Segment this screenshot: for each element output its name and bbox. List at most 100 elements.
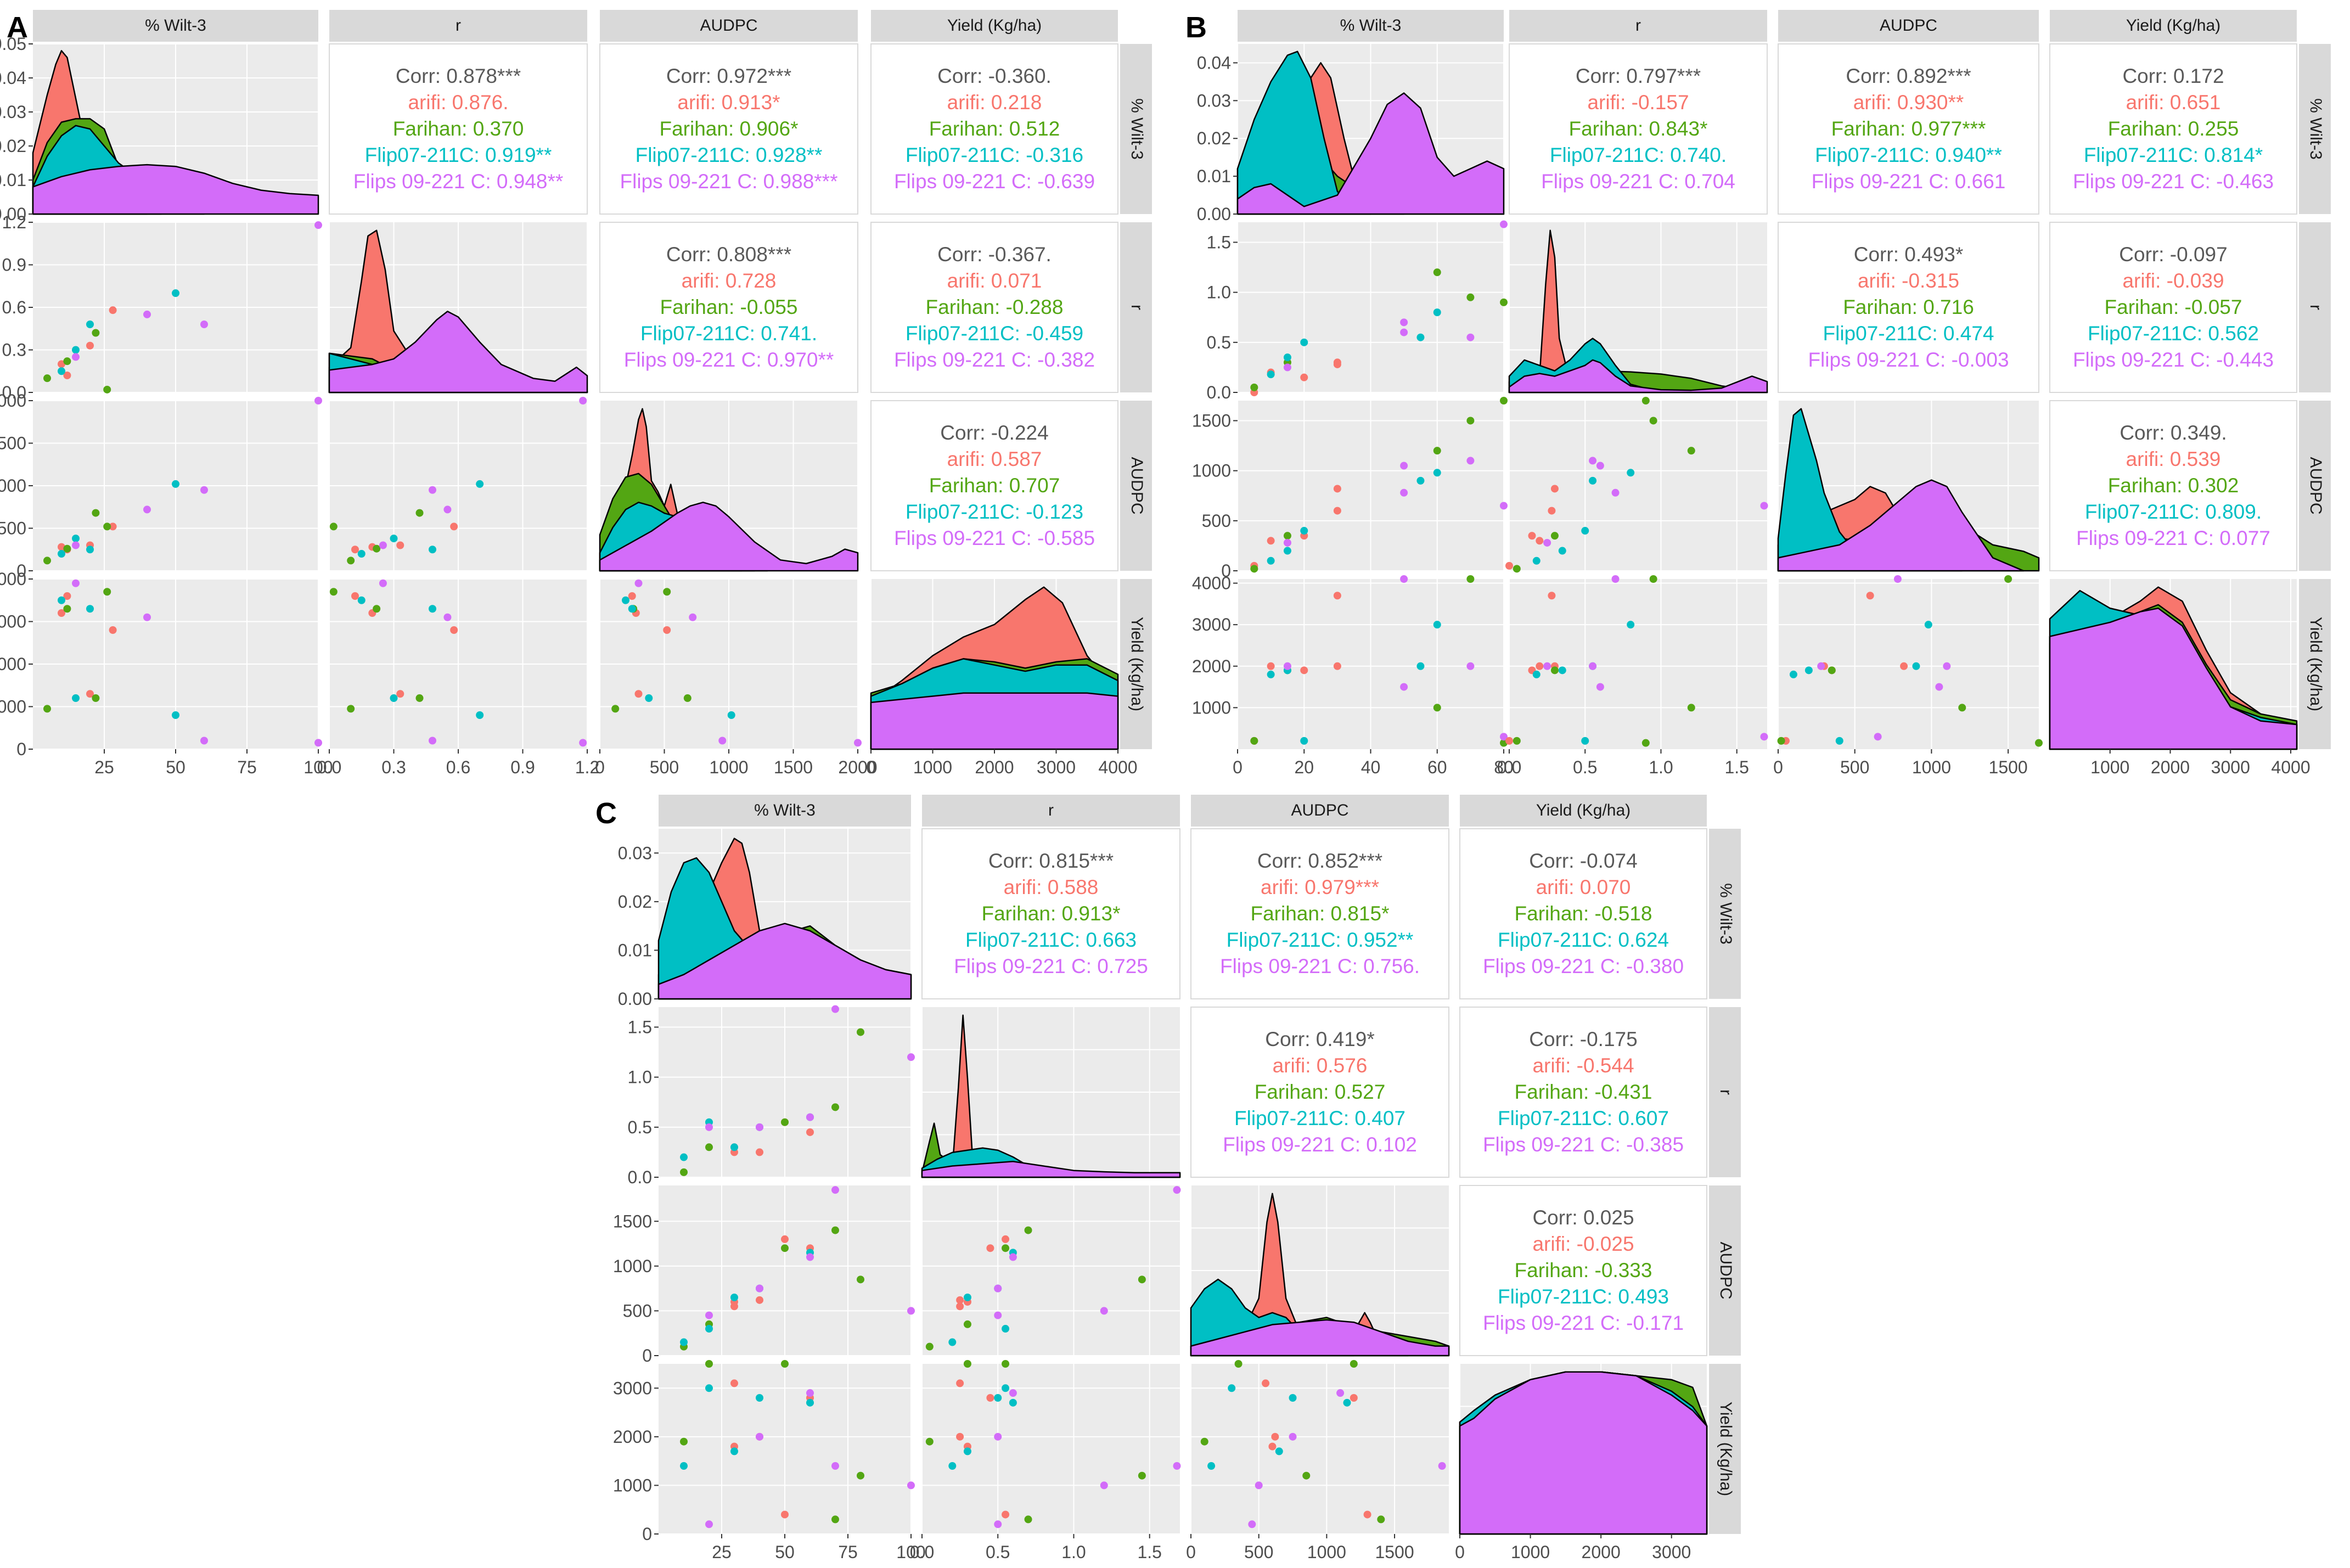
point-Flip07211C [705, 1384, 713, 1392]
strip-right-audpc [1120, 401, 1152, 571]
point-Farihan [781, 1118, 789, 1126]
tick-label-y: 1.5 [1207, 232, 1231, 252]
point-Farihan [857, 1275, 864, 1284]
tick-label-y: 2000 [0, 654, 26, 674]
corr-overall: Corr: 0.892*** [1846, 65, 1971, 87]
point-Flips09221C [1400, 575, 1408, 583]
corr-panel [2049, 400, 2297, 571]
point-Flip07211C [1343, 1398, 1351, 1407]
point-Flips09221C [1173, 1462, 1181, 1470]
point-Flip07211C [963, 1293, 971, 1301]
corr-group-Farihan: Farihan: 0.302 [2108, 474, 2239, 497]
point-Farihan [1550, 532, 1559, 540]
point-Flips09221C [143, 310, 151, 318]
point-arifi [628, 592, 636, 600]
point-Flips09221C [1596, 462, 1604, 470]
point-Flip07211C [948, 1338, 957, 1346]
point-Flip07211C [1581, 737, 1589, 745]
point-Flip07211C [58, 550, 65, 558]
point-Flip07211C [390, 694, 398, 702]
point-Farihan [1002, 1244, 1010, 1252]
strip-top-label-r: r [1048, 801, 1054, 819]
point-Flips09221C [1400, 683, 1408, 691]
point-Flips09221C [1543, 662, 1551, 670]
point-Flips09221C [1466, 457, 1475, 465]
tick-label-x: 50 [166, 757, 185, 777]
corr-group-Flip07211C: Flip07-211C: 0.607 [1498, 1107, 1669, 1129]
point-Farihan [857, 1028, 864, 1036]
point-arifi [1350, 1394, 1358, 1402]
point-Flips09221C [994, 1432, 1002, 1441]
corr-group-Farihan: Farihan: 0.370 [393, 117, 524, 140]
point-Flip07211C [1912, 662, 1920, 670]
corr-group-Flip07211C: Flip07-211C: -0.123 [906, 501, 1083, 523]
tick-label-y: 0.01 [618, 940, 652, 960]
corr-group-Flips09221C: Flips 09-221 C: -0.443 [2073, 349, 2274, 371]
point-arifi [1866, 592, 1874, 600]
point-Farihan [1250, 565, 1258, 573]
tick-label-y: 0.05 [0, 34, 26, 54]
point-Flip07211C [1924, 621, 1932, 629]
point-Flip07211C [730, 1143, 738, 1151]
point-Flip07211C [72, 346, 80, 354]
corr-group-Flips09221C: Flips 09-221 C: 0.725 [954, 955, 1148, 977]
corr-group-Flips09221C: Flips 09-221 C: 0.756. [1220, 955, 1420, 977]
corr-group-Flips09221C: Flips 09-221 C: -0.003 [1808, 349, 2009, 371]
point-Flip07211C [1433, 469, 1441, 477]
tick-label-y: 0.00 [0, 204, 26, 224]
point-Flips09221C [443, 613, 452, 621]
tick-label-x: 75 [237, 757, 257, 777]
point-Farihan [831, 1103, 839, 1111]
point-arifi [1363, 1510, 1371, 1519]
corr-overall: Corr: 0.172 [2122, 65, 2224, 87]
point-Flips09221C [143, 505, 151, 514]
point-Flip07211C [172, 711, 179, 719]
point-Flips09221C [1100, 1307, 1108, 1315]
point-Flips09221C [994, 1311, 1002, 1319]
corr-group-Farihan: Farihan: 0.512 [929, 117, 1060, 140]
point-Flips09221C [72, 541, 80, 549]
point-Flips09221C [429, 486, 436, 494]
point-arifi [1271, 1432, 1279, 1441]
point-arifi [756, 1296, 763, 1304]
corr-group-Farihan: Farihan: -0.431 [1515, 1081, 1652, 1103]
point-Flip07211C [1283, 353, 1291, 362]
tick-label-x: 80 [1494, 757, 1514, 777]
point-Flip07211C [1267, 370, 1275, 379]
point-arifi [1333, 507, 1341, 515]
tick-label-x: 1.5 [1137, 1542, 1161, 1562]
point-Flips09221C [314, 221, 322, 229]
tick-label-x: 1000 [709, 757, 748, 777]
corr-group-Farihan: Farihan: 0.716 [1843, 296, 1974, 318]
point-Flip07211C [1267, 557, 1275, 565]
point-Flips09221C [705, 1520, 713, 1528]
point-Flips09221C [579, 397, 587, 404]
tick-label-x: 1000 [1307, 1542, 1346, 1562]
point-arifi [109, 306, 117, 314]
strip-top-label-wilt: % Wilt-3 [754, 801, 816, 819]
point-Flips09221C [756, 1123, 763, 1131]
point-arifi [1262, 1379, 1270, 1387]
point-Farihan [1777, 737, 1785, 745]
corr-panel [1509, 43, 1768, 215]
strip-top-wilt [33, 10, 318, 42]
point-arifi [1300, 666, 1308, 675]
corr-panel [2049, 222, 2297, 393]
point-Farihan [92, 694, 100, 702]
point-Flips09221C [429, 737, 436, 745]
tick-label-y: 500 [1202, 511, 1231, 531]
point-Flips09221C [1760, 733, 1768, 741]
strip-top-label-yield: Yield (Kg/ha) [1536, 801, 1631, 819]
strip-right-label-yield: Yield (Kg/ha) [1128, 617, 1146, 711]
point-arifi [1002, 1235, 1010, 1243]
corr-group-Flips09221C: Flips 09-221 C: 0.077 [2076, 527, 2270, 549]
point-Flip07211C [58, 596, 65, 604]
strip-top-label-yield: Yield (Kg/ha) [947, 16, 1042, 35]
point-Farihan [680, 1168, 688, 1176]
corr-group-Flips09221C: Flips 09-221 C: -0.385 [1483, 1133, 1684, 1156]
point-Flip07211C [1558, 547, 1566, 555]
point-Farihan [1283, 532, 1291, 540]
tick-label-y: 1000 [1192, 461, 1231, 481]
corr-group-Flip07211C: Flip07-211C: 0.740. [1550, 144, 1727, 166]
tick-label-x: 0.6 [446, 757, 470, 777]
